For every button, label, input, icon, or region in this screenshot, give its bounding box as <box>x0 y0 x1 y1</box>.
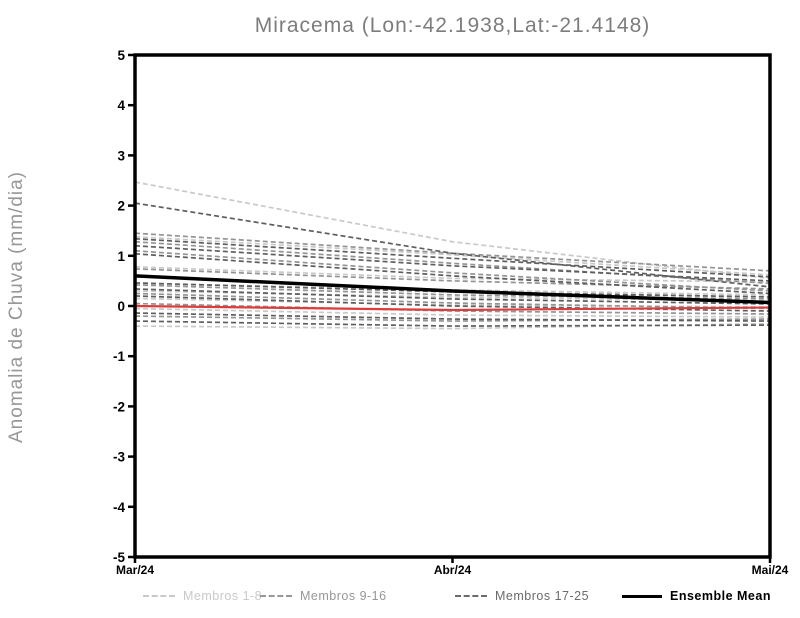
member-line <box>134 235 771 276</box>
legend-item-members-17-25: Membros 17-25 <box>455 586 589 606</box>
member-line <box>134 312 771 322</box>
member-line <box>134 307 771 318</box>
legend-item-members-1-8: Membros 1-8 <box>143 586 262 606</box>
ensemble-mean-line <box>134 274 771 305</box>
y-tick-label: 2 <box>117 199 125 214</box>
member-line <box>134 292 771 310</box>
member-line <box>134 268 771 290</box>
dashed-line-sample-icon <box>260 595 292 597</box>
legend-label: Membros 1-8 <box>183 589 263 603</box>
dashed-line-sample-icon <box>455 595 487 597</box>
chart-title: Miracema (Lon:-42.1938,Lat:-21.4148) <box>254 14 651 37</box>
legend-item-members-9-16: Membros 9-16 <box>260 586 387 606</box>
member-line <box>134 282 771 298</box>
y-tick-label: 3 <box>117 148 125 163</box>
member-line <box>134 252 771 295</box>
solid-line-sample-icon <box>622 594 662 598</box>
x-tick-label: Abr/24 <box>434 563 472 577</box>
zero-reference-line <box>134 304 771 312</box>
member-line <box>134 302 771 315</box>
legend-label: Membros 9-16 <box>300 589 387 603</box>
member-line <box>134 237 771 278</box>
y-tick-label: 1 <box>117 249 125 264</box>
y-tick-label: 4 <box>117 98 125 113</box>
member-line <box>134 202 771 288</box>
legend-label: Membros 17-25 <box>495 589 590 603</box>
member-line <box>134 249 771 292</box>
y-tick-label: -2 <box>113 399 125 414</box>
y-tick-label: -3 <box>113 450 125 465</box>
y-tick-label: 5 <box>117 48 125 63</box>
y-tick-label: 0 <box>117 299 125 314</box>
y-tick-label: -1 <box>113 349 125 364</box>
y-tick-label: -5 <box>113 550 125 565</box>
legend-item-ensemble-mean: Ensemble Mean <box>622 586 771 606</box>
dashed-line-sample-icon <box>143 595 175 597</box>
member-line <box>134 244 771 282</box>
member-line <box>134 181 771 280</box>
x-tick-label: Mai/24 <box>752 563 789 577</box>
member-line <box>134 232 771 272</box>
y-tick-label: -4 <box>113 500 125 515</box>
member-line <box>134 288 771 305</box>
legend-label: Ensemble Mean <box>670 589 771 603</box>
member-line <box>134 320 771 327</box>
member-line <box>134 265 771 283</box>
x-tick-label: Mar/24 <box>116 563 154 577</box>
legend: Membros 1-8 Membros 9-16 Membros 17-25 E… <box>0 586 800 608</box>
